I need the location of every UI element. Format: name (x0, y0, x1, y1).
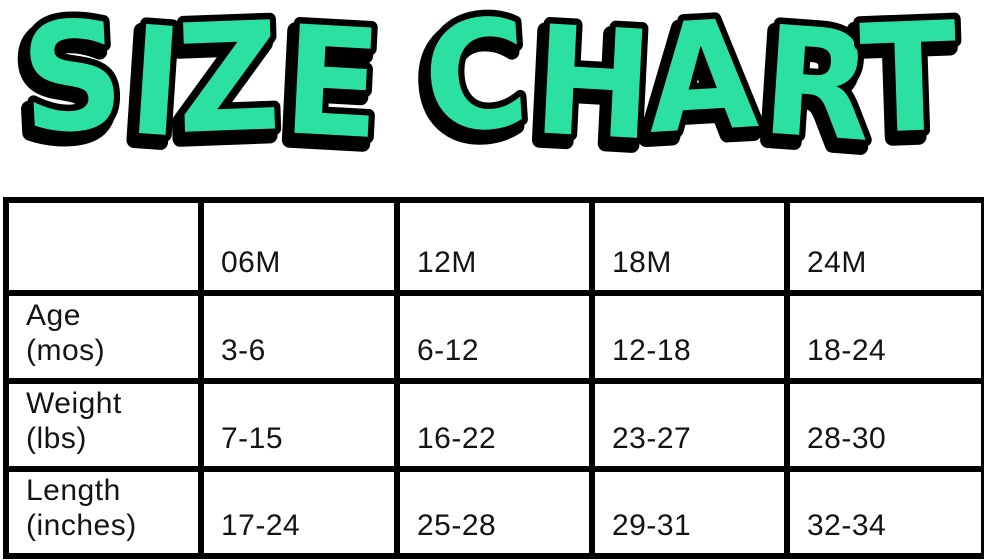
size-chart-table: 06M 12M 18M 24M Age (mos) 3-6 6-12 12-18… (3, 197, 984, 559)
row-label-line2: (lbs) (26, 422, 87, 455)
page-title: SIZE CHART SIZE CHART (0, 0, 984, 175)
value-cell-length-24m: 32-34 (784, 466, 984, 559)
value-cell-age-12m: 6-12 (394, 290, 595, 384)
value-cell-weight-06m: 7-15 (198, 378, 400, 472)
row-label-weight: Weight (lbs) (3, 378, 204, 472)
value-cell-age-06m: 3-6 (198, 290, 400, 384)
column-header-06m: 06M (198, 197, 400, 296)
column-header-12m: 12M (394, 197, 595, 296)
table-row-age: Age (mos) 3-6 6-12 12-18 18-24 (3, 290, 984, 384)
value-cell-length-18m: 29-31 (589, 466, 790, 559)
title-shadow: SIZE CHART (12, 0, 955, 175)
row-label-length: Length (inches) (3, 466, 204, 559)
row-label-line2: (mos) (26, 334, 106, 367)
table-row-length: Length (inches) 17-24 25-28 29-31 32-34 (3, 466, 984, 559)
row-label-age: Age (mos) (3, 290, 204, 384)
title-text: SIZE CHART (17, 0, 960, 175)
value-cell-length-12m: 25-28 (394, 466, 595, 559)
value-cell-age-24m: 18-24 (784, 290, 984, 384)
value-cell-weight-24m: 28-30 (784, 378, 984, 472)
title-graphic: SIZE CHART SIZE CHART (4, 0, 967, 175)
value-cell-length-06m: 17-24 (198, 466, 400, 559)
row-label-line1: Weight (26, 387, 122, 420)
column-header-24m: 24M (784, 197, 984, 296)
table-header-row: 06M 12M 18M 24M (3, 197, 984, 296)
column-header-18m: 18M (589, 197, 790, 296)
value-cell-age-18m: 12-18 (589, 290, 790, 384)
value-cell-weight-18m: 23-27 (589, 378, 790, 472)
table-row-weight: Weight (lbs) 7-15 16-22 23-27 28-30 (3, 378, 984, 472)
value-cell-weight-12m: 16-22 (394, 378, 595, 472)
row-label-line1: Length (26, 474, 121, 507)
row-label-line2: (inches) (26, 509, 137, 542)
empty-corner-cell (3, 197, 204, 296)
row-label-line1: Age (26, 299, 81, 332)
